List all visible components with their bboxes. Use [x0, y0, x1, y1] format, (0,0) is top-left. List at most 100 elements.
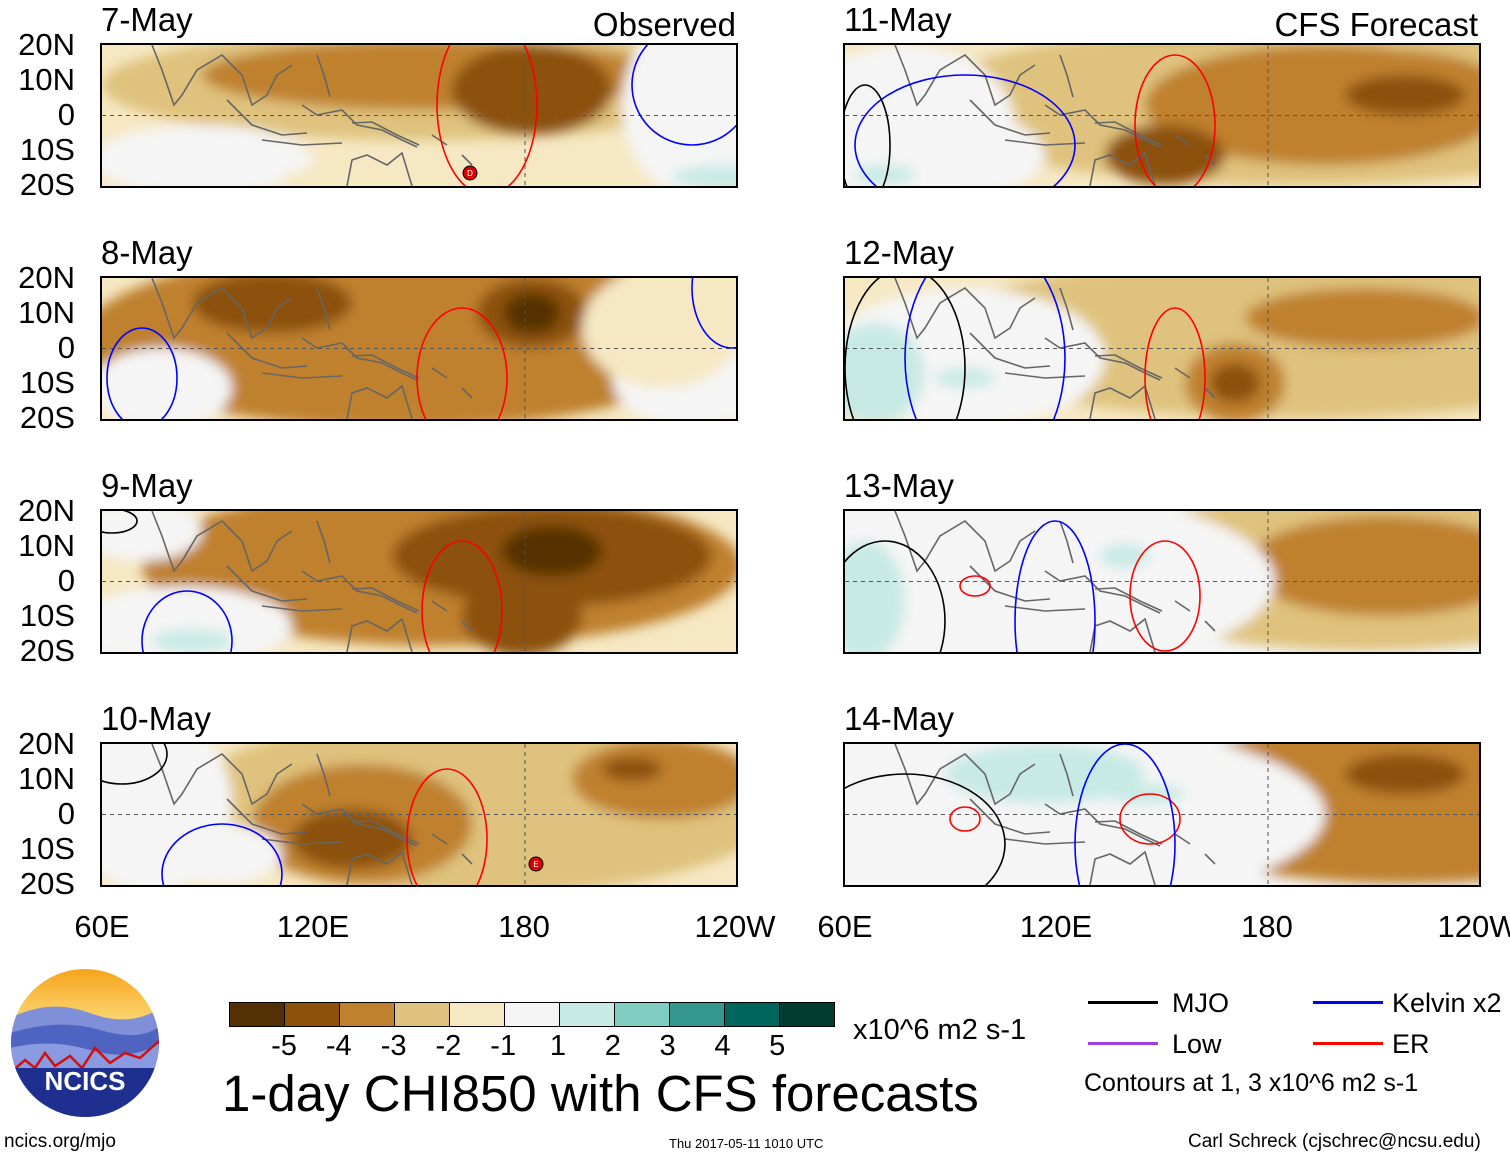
map-panel-14-may: [843, 742, 1481, 887]
map-panel-10-may: E: [100, 742, 738, 887]
logo-text: NCICS: [45, 1066, 126, 1096]
map-panel-7-may: D: [100, 43, 738, 188]
lat-tick-label: 20S: [19, 400, 75, 435]
colorbar-tick-label: -1: [490, 1030, 517, 1062]
coastline: [894, 744, 1216, 885]
figure-title: 1-day CHI850 with CFS forecasts: [222, 1065, 979, 1122]
legend-line-kelvin: [1313, 1001, 1383, 1004]
chi850-shading-region: [1105, 125, 1225, 185]
lat-tick-label: 20N: [18, 27, 75, 62]
lat-tick-label: 0: [57, 97, 75, 132]
lat-tick-label: 20S: [19, 866, 75, 901]
panel-date-title: 10-May: [101, 700, 212, 737]
chi850-shading-region: [945, 744, 1145, 804]
lat-tick-label: 0: [57, 563, 75, 598]
coastline: [894, 511, 1216, 652]
colorbar-swatch: [285, 1003, 340, 1026]
lat-tick-label: 10N: [18, 528, 75, 563]
legend-line-er: [1313, 1042, 1383, 1045]
wave-contour: [949, 806, 981, 832]
lat-tick-label: 10N: [18, 295, 75, 330]
map-panel-11-may: [843, 43, 1481, 188]
chi850-shading-region: [1210, 363, 1260, 403]
chi850-shading-region: [102, 348, 232, 419]
wave-contour: [416, 307, 508, 419]
wave-contour: [959, 575, 991, 597]
colorbar-tick-label: 5: [769, 1030, 786, 1062]
lat-tick-label: 0: [57, 330, 75, 365]
wave-contour: [1144, 307, 1206, 419]
chi850-shading-region: [602, 757, 662, 781]
forecast-header: CFS Forecast: [1274, 6, 1478, 43]
colorbar-swatch: [725, 1003, 780, 1026]
colorbar-swatch: [670, 1003, 725, 1026]
lon-tick-label: 60E: [74, 909, 130, 944]
lat-tick-label: 10S: [19, 365, 75, 400]
lon-tick-label: 60E: [817, 909, 873, 944]
chi850-shading-region: [1325, 539, 1405, 563]
lat-tick-label: 10N: [18, 62, 75, 97]
chi850-shading-region: [845, 541, 905, 652]
colorbar-swatch: [505, 1003, 560, 1026]
coastline: [151, 744, 473, 885]
lon-tick-label: 120W: [1437, 909, 1510, 944]
lat-tick-label: 20S: [19, 633, 75, 668]
chi850-shading-region: [672, 165, 736, 186]
map-panel-12-may: [843, 276, 1481, 421]
wave-contour: [106, 327, 178, 419]
lat-tick-label: 20N: [18, 493, 75, 528]
wave-contour: [1134, 54, 1216, 186]
footer-timestamp: Thu 2017-05-11 1010 UTC: [669, 1136, 824, 1151]
wave-contour: [904, 278, 1066, 419]
colorbar-swatch: [615, 1003, 670, 1026]
colorbar-swatch: [450, 1003, 505, 1026]
wave-contour: [631, 45, 736, 146]
lon-tick-label: 180: [498, 909, 550, 944]
chi850-shading-region: [102, 586, 292, 652]
footer-url[interactable]: ncics.org/mjo: [4, 1131, 116, 1152]
panel-date-title: 7-May: [101, 1, 193, 38]
observed-header: Observed: [592, 6, 736, 43]
panel-date-title: 9-May: [101, 467, 193, 504]
wave-contour: [436, 45, 538, 186]
chi850-shading-region: [452, 45, 612, 135]
footer-credit: Carl Schreck (cjschrec@ncsu.edu): [1188, 1131, 1481, 1152]
colorbar-tick-label: -2: [435, 1030, 462, 1062]
coastline: [151, 511, 473, 652]
wave-contour: [1014, 520, 1096, 652]
panel-date-title: 11-May: [844, 1, 952, 38]
wave-contour: [845, 773, 1006, 885]
wave-contour: [1074, 744, 1176, 885]
legend-label-mjo: MJO: [1172, 988, 1229, 1018]
lon-tick-label: 120E: [276, 909, 350, 944]
chi850-shading-region: [1245, 288, 1479, 348]
storm-marker-icon: [528, 856, 544, 872]
wave-contour: [161, 823, 283, 885]
chi850-shading-region: [292, 809, 412, 869]
chi850-shading-region: [1345, 754, 1465, 794]
legend-line-low: [1088, 1042, 1158, 1045]
lat-tick-label: 20S: [19, 167, 75, 202]
colorbar-tick-label: -4: [325, 1030, 352, 1062]
chi850-shading-region: [502, 526, 602, 576]
storm-marker-icon: [462, 165, 478, 181]
wave-contour: [845, 278, 966, 419]
legend-label-er: ER: [1392, 1029, 1430, 1059]
coastline: [894, 278, 1216, 419]
map-panel-13-may: [843, 509, 1481, 654]
wave-contour: [141, 590, 233, 652]
lat-tick-label: 10S: [19, 598, 75, 633]
lat-tick-label: 20N: [18, 260, 75, 295]
colorbar-swatch: [780, 1003, 834, 1026]
lat-tick-label: 10S: [19, 831, 75, 866]
colorbar-tick-label: 2: [604, 1030, 621, 1062]
wave-contour: [406, 768, 488, 885]
wave-contour: [102, 744, 168, 785]
colorbar-tick-label: -3: [380, 1030, 407, 1062]
colorbar-tick-label: 1: [549, 1030, 567, 1062]
colorbar-swatch: [230, 1003, 285, 1026]
colorbar-swatch: [395, 1003, 450, 1026]
lat-tick-label: 10N: [18, 761, 75, 796]
chi850-shading-region: [582, 278, 736, 388]
wave-contour: [1119, 793, 1181, 845]
